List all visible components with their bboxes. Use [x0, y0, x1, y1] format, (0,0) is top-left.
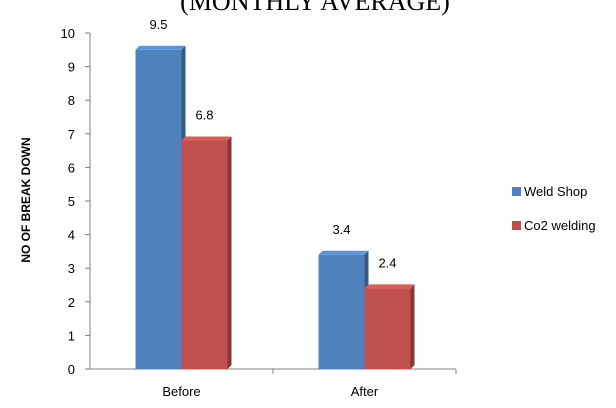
- y-tick-label: 4: [68, 228, 75, 243]
- data-label: 6.8: [195, 108, 213, 123]
- legend-swatch: [512, 221, 521, 230]
- y-tick-label: 8: [68, 93, 75, 108]
- y-tick-label: 2: [68, 295, 75, 310]
- bar: [135, 49, 182, 370]
- legend: Weld Shop Co2 welding: [512, 184, 596, 233]
- y-tick-label: 10: [61, 26, 75, 41]
- y-tick-label: 5: [68, 194, 75, 209]
- legend-label: Weld Shop: [524, 184, 587, 199]
- x-tick-label: After: [351, 384, 379, 399]
- bar-top: [364, 284, 415, 289]
- bar: [364, 288, 411, 369]
- bar: [181, 140, 228, 369]
- bar-side: [410, 284, 415, 369]
- bar-side: [227, 136, 232, 369]
- x-tick-label: Before: [162, 384, 200, 399]
- legend-label: Co2 welding: [524, 218, 596, 233]
- bar-top: [181, 136, 232, 141]
- legend-swatch: [512, 187, 521, 196]
- chart-title: (MONTHLY AVERAGE): [180, 0, 450, 16]
- bar-top: [318, 250, 369, 255]
- data-label: 2.4: [378, 255, 396, 270]
- y-tick-label: 3: [68, 261, 75, 276]
- y-tick-label: 9: [68, 60, 75, 75]
- y-ticks: 0 1 2 3 4 5 6 7 8 9 10: [61, 26, 90, 377]
- data-label: 3.4: [332, 222, 350, 237]
- y-tick-label: 7: [68, 127, 75, 142]
- y-tick-label: 1: [68, 328, 75, 343]
- y-tick-label: 6: [68, 160, 75, 175]
- data-label: 9.5: [149, 17, 167, 32]
- bar-top: [135, 45, 186, 50]
- y-axis-label: NO OF BREAK DOWN: [19, 137, 33, 262]
- x-labels: Before After: [162, 369, 457, 399]
- bars: 9.5 6.8 3.4 2.4: [135, 17, 415, 370]
- bar: [318, 254, 365, 369]
- y-tick-label: 0: [68, 362, 75, 377]
